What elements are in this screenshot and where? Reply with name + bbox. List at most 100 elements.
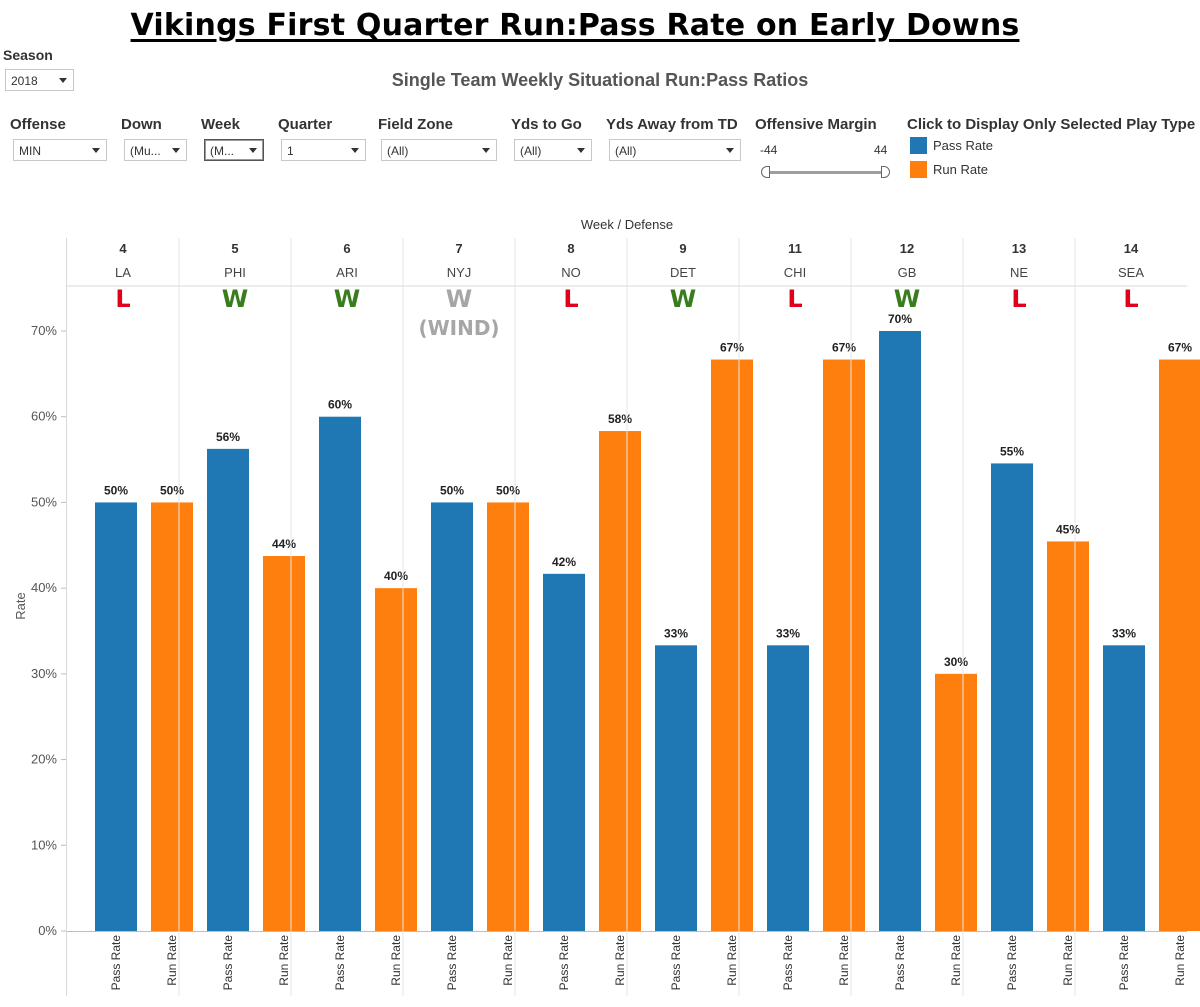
- data-label: 67%: [720, 341, 744, 355]
- x-category-label: Pass Rate: [333, 935, 347, 991]
- x-category-label: Pass Rate: [781, 935, 795, 991]
- quarter-dropdown[interactable]: 1: [281, 139, 366, 161]
- margin-max: 44: [874, 143, 888, 157]
- team-label: NYJ: [447, 265, 472, 280]
- x-category-label: Run Rate: [165, 935, 179, 986]
- game-result: W: [894, 285, 920, 313]
- game-result: L: [787, 285, 802, 313]
- pass-rate-bar: [767, 645, 809, 931]
- yds-to-go-value: (All): [520, 144, 542, 158]
- x-category-label: Run Rate: [1173, 935, 1187, 986]
- team-label: PHI: [224, 265, 246, 280]
- run-rate-bar: [263, 556, 305, 931]
- pass-rate-bar: [207, 448, 249, 931]
- chevron-down-icon: [351, 148, 359, 153]
- data-label: 50%: [440, 483, 464, 497]
- data-label: 44%: [272, 537, 296, 551]
- yds-away-value: (All): [615, 144, 637, 158]
- week-label: 5: [231, 241, 238, 256]
- week-filter-label: Week: [201, 116, 240, 133]
- team-label: NO: [561, 265, 581, 280]
- y-tick-label: 30%: [31, 666, 57, 681]
- yds-to-go-dropdown[interactable]: (All): [514, 139, 592, 161]
- chevron-down-icon: [482, 148, 490, 153]
- team-label: ARI: [336, 265, 358, 280]
- week-dropdown[interactable]: (M...: [204, 139, 264, 161]
- margin-min: -44: [760, 143, 778, 157]
- y-tick-label: 50%: [31, 494, 57, 509]
- pass-rate-swatch: [910, 137, 927, 154]
- chevron-down-icon: [249, 148, 257, 153]
- run-rate-bar: [1159, 359, 1200, 931]
- yds-away-dropdown[interactable]: (All): [609, 139, 741, 161]
- week-label: 4: [119, 241, 127, 256]
- yds-to-go-filter-label: Yds to Go: [511, 116, 582, 133]
- team-label: CHI: [784, 265, 806, 280]
- game-result: W: [334, 285, 360, 313]
- season-label: Season: [3, 47, 53, 63]
- offense-dropdown[interactable]: MIN: [13, 139, 107, 161]
- week-label: 8: [567, 241, 574, 256]
- x-category-label: Pass Rate: [557, 935, 571, 991]
- game-result: L: [1011, 285, 1026, 313]
- y-tick-label: 10%: [31, 837, 57, 852]
- chevron-down-icon: [577, 148, 585, 153]
- team-label: LA: [115, 265, 131, 280]
- x-category-label: Run Rate: [949, 935, 963, 986]
- chevron-down-icon: [172, 148, 180, 153]
- team-label: SEA: [1118, 265, 1144, 280]
- game-result: W: [446, 285, 472, 313]
- legend-label-pass-rate: Pass Rate: [933, 138, 993, 153]
- pass-rate-bar: [991, 463, 1033, 931]
- data-label: 30%: [944, 655, 968, 669]
- team-label: NE: [1010, 265, 1028, 280]
- down-value: (Mu...: [130, 144, 161, 158]
- run-rate-bar: [823, 359, 865, 931]
- team-label: DET: [670, 265, 696, 280]
- run-rate-bar: [935, 673, 977, 931]
- data-label: 45%: [1056, 522, 1080, 536]
- season-dropdown[interactable]: 2018: [5, 69, 74, 91]
- pass-rate-bar: [95, 502, 137, 931]
- margin-slider-track[interactable]: [766, 171, 886, 174]
- data-label: 67%: [832, 341, 856, 355]
- data-label: 33%: [776, 626, 800, 640]
- margin-slider-max-handle[interactable]: [881, 166, 890, 178]
- down-dropdown[interactable]: (Mu...: [124, 139, 187, 161]
- data-label: 42%: [552, 555, 576, 569]
- week-label: 13: [1012, 241, 1026, 256]
- y-axis-label: Rate: [13, 592, 28, 619]
- pass-rate-bar: [1103, 645, 1145, 931]
- data-label: 50%: [104, 483, 128, 497]
- run-rate-bar: [711, 359, 753, 931]
- data-label: 58%: [608, 412, 632, 426]
- week-label: 6: [343, 241, 350, 256]
- y-tick-label: 70%: [31, 323, 57, 338]
- week-label: 12: [900, 241, 914, 256]
- chevron-down-icon: [92, 148, 100, 153]
- data-label: 60%: [328, 398, 352, 412]
- pass-rate-bar: [543, 573, 585, 931]
- run-rate-bar: [487, 502, 529, 931]
- offensive-margin-label: Offensive Margin: [755, 116, 877, 133]
- run-rate-swatch: [910, 161, 927, 178]
- data-label: 50%: [496, 483, 520, 497]
- pass-rate-bar: [655, 645, 697, 931]
- data-label: 33%: [664, 626, 688, 640]
- field-zone-dropdown[interactable]: (All): [381, 139, 497, 161]
- offense-value: MIN: [19, 144, 41, 158]
- chevron-down-icon: [726, 148, 734, 153]
- page-title: Vikings First Quarter Run:Pass Rate on E…: [130, 8, 1020, 43]
- legend-label-run-rate: Run Rate: [933, 162, 988, 177]
- y-tick-label: 0%: [38, 923, 57, 938]
- x-category-label: Pass Rate: [1005, 935, 1019, 991]
- season-value: 2018: [11, 74, 38, 88]
- data-label: 67%: [1168, 341, 1192, 355]
- margin-slider-min-handle[interactable]: [761, 166, 770, 178]
- game-result: L: [1123, 285, 1138, 313]
- x-category-label: Run Rate: [1061, 935, 1075, 986]
- data-label: 50%: [160, 483, 184, 497]
- team-label: GB: [898, 265, 917, 280]
- pass-rate-bar: [431, 502, 473, 931]
